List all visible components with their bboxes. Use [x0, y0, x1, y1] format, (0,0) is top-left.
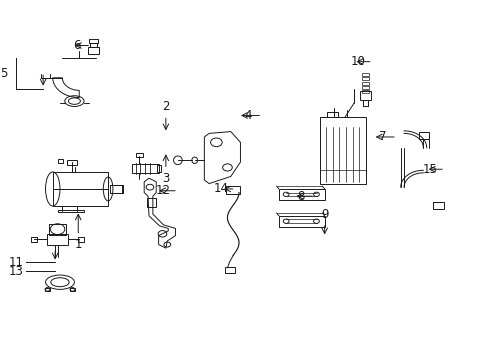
- Bar: [319, 117, 365, 184]
- Text: 5: 5: [0, 67, 7, 80]
- Bar: [359, 91, 370, 100]
- Bar: [361, 73, 368, 76]
- Bar: [136, 153, 142, 157]
- Bar: [361, 82, 368, 85]
- Bar: [326, 112, 338, 117]
- Bar: [44, 288, 50, 291]
- Bar: [432, 202, 443, 210]
- Bar: [132, 164, 158, 173]
- Text: 3: 3: [162, 172, 169, 185]
- Bar: [89, 40, 98, 43]
- Bar: [67, 160, 77, 166]
- Bar: [78, 237, 84, 242]
- Bar: [146, 198, 156, 207]
- Text: 4: 4: [244, 109, 251, 122]
- Text: 1: 1: [74, 238, 82, 251]
- Text: 8: 8: [296, 190, 304, 203]
- Bar: [361, 86, 368, 89]
- Bar: [225, 186, 240, 194]
- Bar: [53, 172, 108, 206]
- Bar: [69, 288, 75, 291]
- Bar: [88, 47, 99, 54]
- Text: 10: 10: [350, 55, 365, 68]
- Bar: [418, 132, 428, 139]
- Bar: [49, 224, 66, 234]
- Bar: [224, 267, 235, 273]
- Text: 12: 12: [156, 184, 171, 197]
- Bar: [278, 216, 324, 226]
- Text: 13: 13: [8, 265, 23, 278]
- Bar: [109, 185, 122, 193]
- Text: 14: 14: [213, 183, 228, 195]
- Text: 15: 15: [422, 163, 437, 176]
- Bar: [47, 234, 68, 244]
- Bar: [157, 165, 161, 172]
- Text: 11: 11: [8, 256, 23, 269]
- Bar: [31, 237, 37, 242]
- Bar: [58, 159, 63, 163]
- Text: 2: 2: [162, 100, 169, 113]
- Bar: [361, 77, 368, 80]
- Text: 9: 9: [320, 208, 328, 221]
- Text: 6: 6: [73, 39, 81, 52]
- Bar: [58, 210, 84, 212]
- Bar: [90, 43, 97, 47]
- Bar: [361, 90, 368, 93]
- Text: 7: 7: [378, 130, 386, 144]
- Bar: [278, 189, 324, 200]
